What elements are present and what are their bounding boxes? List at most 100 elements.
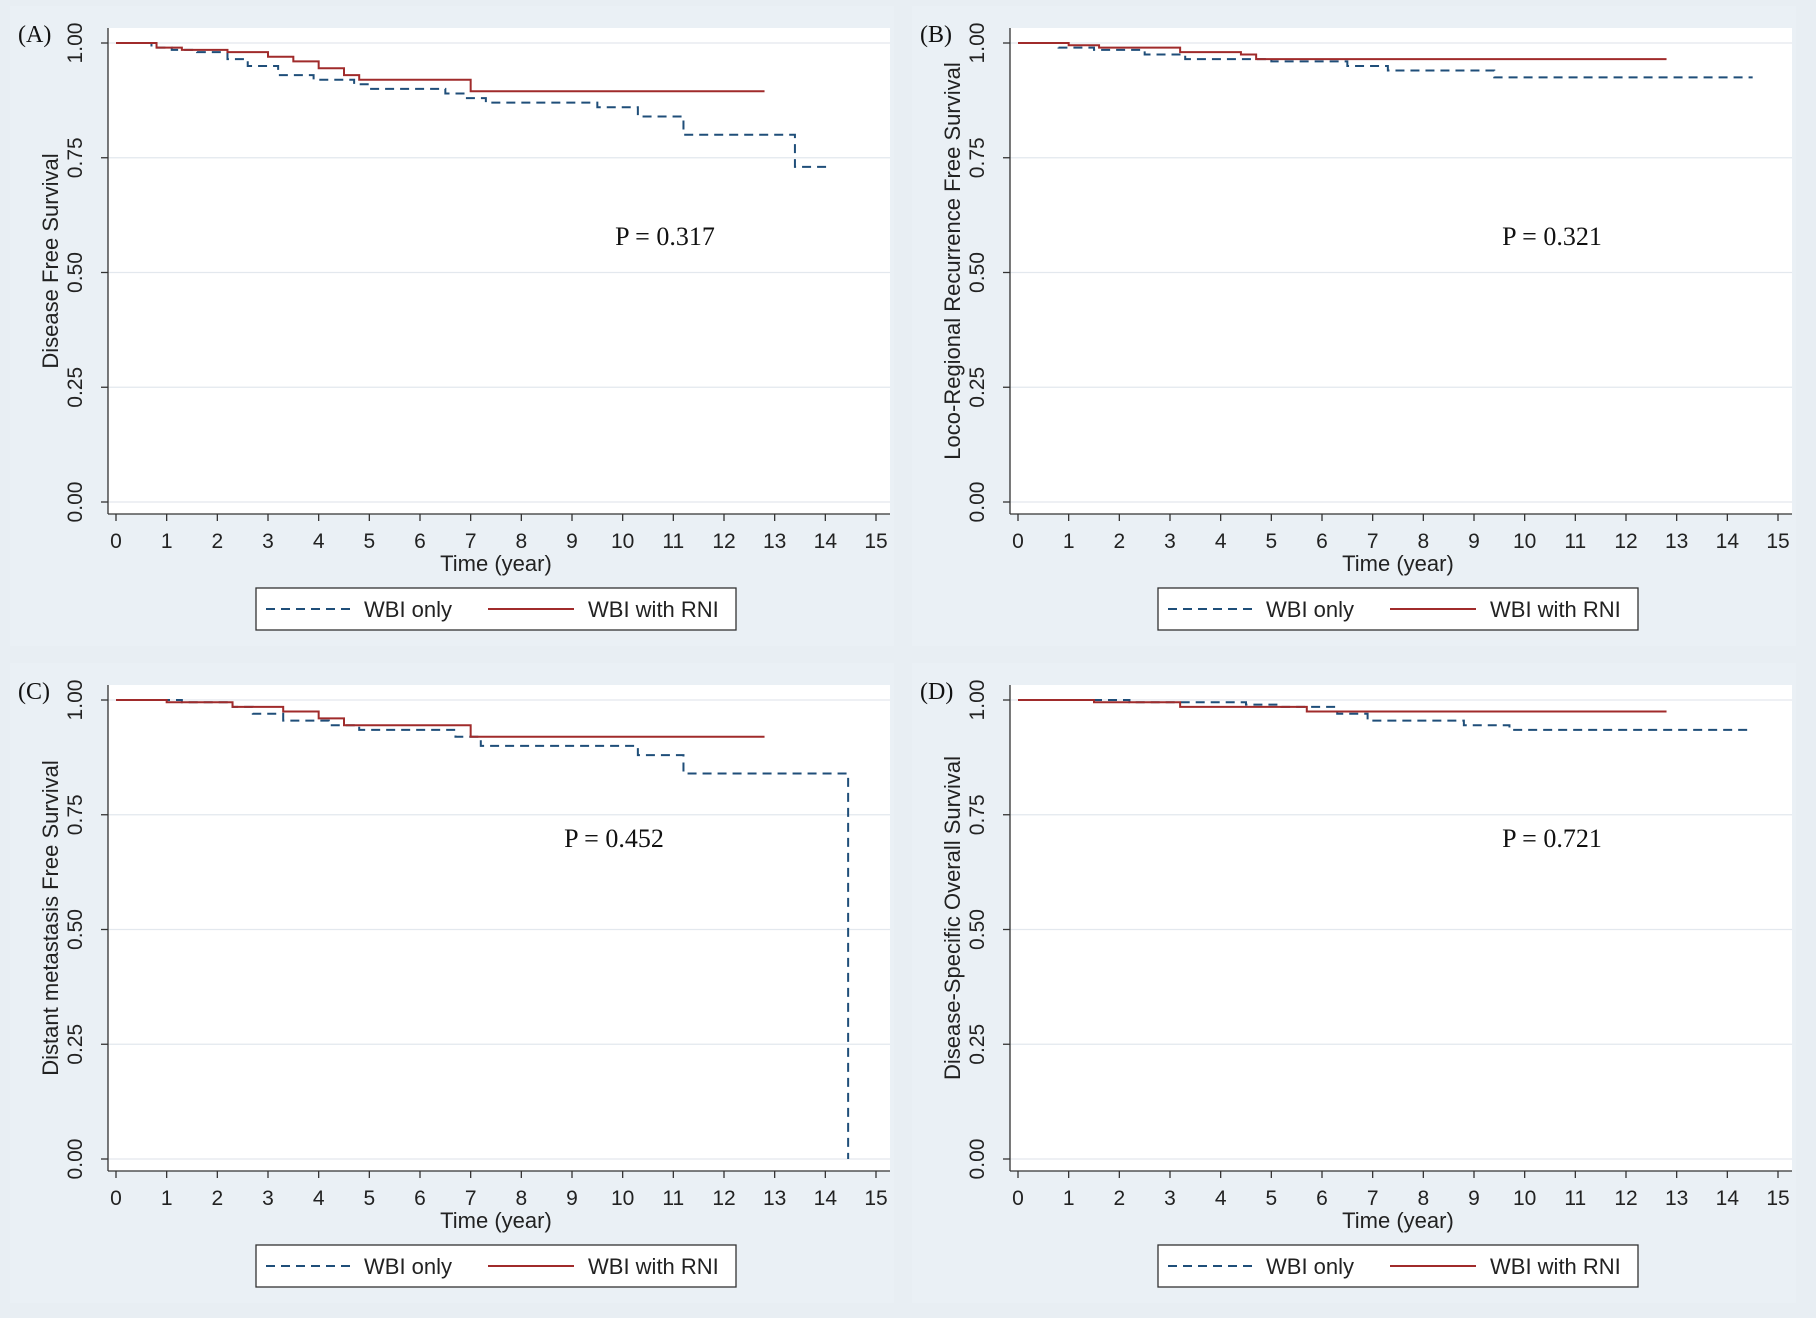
p-value-annotation: P = 0.317 [615, 222, 715, 251]
y-axis-title: Disease Free Survival [38, 153, 63, 368]
panel-label: (D) [920, 679, 953, 705]
x-tick-label: 10 [1513, 1187, 1536, 1210]
x-tick-label: 6 [414, 530, 426, 553]
x-tick-label: 3 [262, 530, 274, 553]
x-axis-title: Time (year) [440, 551, 552, 576]
x-tick-label: 15 [1766, 530, 1789, 553]
legend-label-wbi-only: WBI only [1266, 597, 1354, 622]
legend-label-wbi-with-rni: WBI with RNI [1490, 1254, 1621, 1279]
x-tick-label: 7 [1367, 530, 1379, 553]
y-axis-title: Disease-Specific Overall Survival [940, 756, 965, 1080]
x-tick-label: 13 [763, 530, 786, 553]
plot-area [1010, 685, 1792, 1171]
x-tick-label: 14 [1716, 1187, 1740, 1210]
x-tick-label: 9 [1468, 530, 1480, 553]
chart-panel-c: 0.000.250.500.751.000 1 2 3 4 5 6 7 8 9 10 11 12 13 14… [10, 663, 894, 1303]
series-line-wbi-with-rni [1018, 699, 1667, 713]
x-tick-label: 11 [662, 1187, 684, 1210]
x-tick-label: 8 [1417, 1187, 1429, 1210]
x-tick-label: 4 [1215, 1187, 1227, 1210]
y-tick-label: 0.75 [64, 137, 87, 178]
y-tick-label: 0.00 [966, 482, 989, 523]
x-tick-label: 12 [1614, 530, 1637, 553]
x-tick-label: 4 [1215, 530, 1227, 553]
p-value-annotation: P = 0.721 [1502, 824, 1602, 853]
x-tick-label: 9 [566, 1187, 578, 1210]
x-tick-label: 13 [1665, 1187, 1688, 1210]
x-tick-label: 0 [1012, 1187, 1024, 1210]
plot-area [1010, 28, 1792, 514]
legend-label-wbi-only: WBI only [364, 1254, 452, 1279]
x-tick-label: 7 [465, 1187, 477, 1210]
y-tick-label: 1.00 [966, 23, 989, 64]
x-tick-label: 15 [1766, 1187, 1789, 1210]
x-axis-title: Time (year) [1342, 551, 1454, 576]
x-tick-label: 7 [465, 530, 477, 553]
x-axis-title: Time (year) [1342, 1208, 1454, 1233]
y-tick-label: 1.00 [64, 680, 87, 721]
legend-label-wbi-only: WBI only [364, 597, 452, 622]
x-tick-label: 6 [1316, 1187, 1328, 1210]
x-tick-label: 10 [1513, 530, 1536, 553]
x-tick-label: 9 [1468, 1187, 1480, 1210]
legend-label-wbi-with-rni: WBI with RNI [1490, 597, 1621, 622]
x-tick-label: 14 [814, 530, 838, 553]
x-tick-label: 2 [1113, 530, 1125, 553]
y-tick-label: 0.75 [64, 794, 87, 835]
x-tick-label: 1 [161, 530, 173, 553]
chart-panel-a: 0.000.250.500.751.000 1 2 3 4 5 6 7 8 9 10 11 12 13 14… [10, 6, 894, 646]
x-tick-label: 0 [110, 1187, 122, 1210]
x-tick-label: 2 [211, 530, 223, 553]
series-line-wbi-only [1018, 699, 1748, 731]
x-tick-label: 15 [864, 530, 887, 553]
legend-label-wbi-with-rni: WBI with RNI [588, 1254, 719, 1279]
x-tick-label: 9 [566, 530, 578, 553]
legend: WBI only WBI with RNI [1157, 1244, 1639, 1288]
x-tick-label: 3 [1164, 530, 1176, 553]
x-tick-label: 1 [1063, 1187, 1075, 1210]
x-tick-label: 2 [1113, 1187, 1125, 1210]
x-tick-label: 0 [1012, 530, 1024, 553]
x-tick-label: 7 [1367, 1187, 1379, 1210]
x-tick-label: 2 [211, 1187, 223, 1210]
chart-panel-b: 0.000.250.500.751.000 1 2 3 4 5 6 7 8 9 10 11 12 13 14… [912, 6, 1796, 646]
y-tick-label: 1.00 [966, 680, 989, 721]
x-tick-label: 5 [1265, 1187, 1277, 1210]
y-tick-label: 0.50 [64, 252, 87, 293]
x-tick-label: 8 [515, 530, 527, 553]
x-tick-label: 10 [611, 530, 634, 553]
x-tick-label: 6 [414, 1187, 426, 1210]
x-tick-label: 14 [1716, 530, 1740, 553]
x-tick-label: 14 [814, 1187, 838, 1210]
x-tick-label: 8 [1417, 530, 1429, 553]
y-tick-label: 0.50 [966, 909, 989, 950]
x-tick-label: 5 [1265, 530, 1277, 553]
x-tick-label: 12 [712, 530, 735, 553]
y-tick-label: 0.50 [64, 909, 87, 950]
x-tick-label: 11 [1564, 1187, 1586, 1210]
y-tick-label: 0.25 [64, 1024, 87, 1065]
y-tick-label: 0.75 [966, 137, 989, 178]
legend: WBI only WBI with RNI [255, 1244, 737, 1288]
legend-label-wbi-only: WBI only [1266, 1254, 1354, 1279]
y-tick-label: 0.25 [64, 367, 87, 408]
x-tick-label: 4 [313, 530, 325, 553]
x-tick-label: 13 [1665, 530, 1688, 553]
p-value-annotation: P = 0.452 [564, 824, 664, 853]
x-tick-label: 12 [1614, 1187, 1637, 1210]
x-tick-label: 5 [363, 530, 375, 553]
x-tick-label: 12 [712, 1187, 735, 1210]
x-tick-label: 3 [262, 1187, 274, 1210]
x-tick-label: 11 [1564, 530, 1586, 553]
panel-label: (A) [18, 22, 51, 48]
series-line-wbi-with-rni [1018, 42, 1667, 61]
legend-label-wbi-with-rni: WBI with RNI [588, 597, 719, 622]
series-line-wbi-with-rni [116, 42, 765, 93]
series-line-wbi-only [116, 42, 831, 168]
y-axis-title: Loco-Regional Recurrence Free Survival [940, 62, 965, 459]
y-axis-title: Distant metastasis Free Survival [38, 760, 63, 1075]
x-tick-label: 13 [763, 1187, 786, 1210]
chart-panel-d: 0.000.250.500.751.000 1 2 3 4 5 6 7 8 9 10 11 12 13 14… [912, 663, 1796, 1303]
x-tick-label: 1 [161, 1187, 173, 1210]
